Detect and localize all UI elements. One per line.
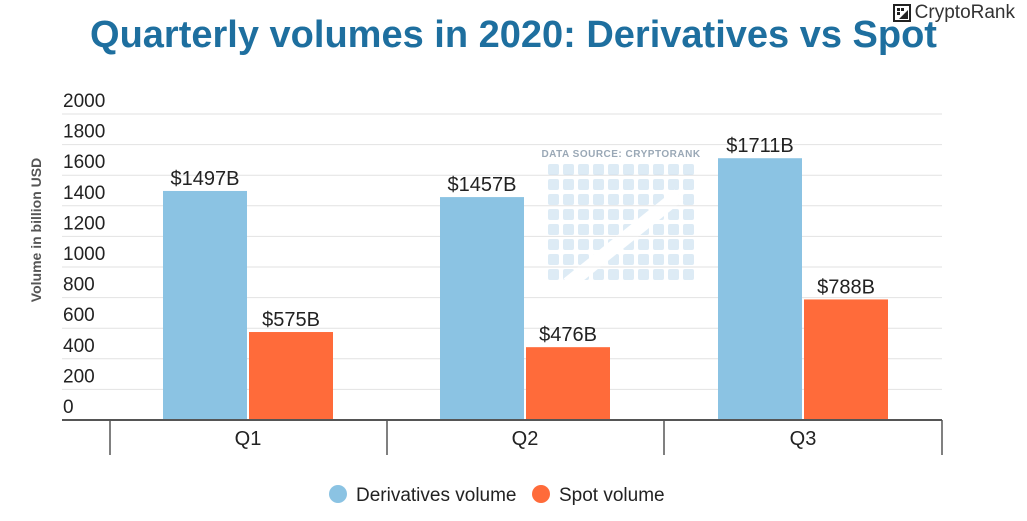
y-tick-label: 800 (63, 275, 95, 296)
legend-derivatives-label: Derivatives volume (356, 485, 517, 506)
y-tick-label: 1600 (63, 152, 105, 173)
y-tick-label: 2000 (63, 91, 105, 112)
x-tick-label: Q2 (512, 428, 539, 450)
spot-bar (804, 299, 888, 420)
x-tick-label: Q1 (235, 428, 262, 450)
brand: CryptoRank (892, 2, 1015, 24)
y-tick-label: 1400 (63, 183, 105, 204)
y-tick-label: 600 (63, 305, 95, 326)
y-tick-label: 200 (63, 366, 95, 387)
x-tick-label: Q3 (790, 428, 817, 450)
y-tick-label: 400 (63, 336, 95, 357)
legend-derivatives-swatch (329, 485, 347, 503)
derivatives-bar (718, 158, 802, 421)
chart-title: Quarterly volumes in 2020: Derivatives v… (90, 14, 937, 56)
y-tick-label: 1800 (63, 122, 105, 143)
bar-value-label: $476B (539, 324, 597, 346)
y-tick-label: 0 (63, 397, 74, 418)
cryptorank-watermark-logo (548, 164, 694, 290)
bar-value-label: $1711B (726, 135, 793, 157)
y-tick-label: 1000 (63, 244, 105, 265)
y-axis-title: Volume in billion USD (28, 158, 44, 302)
bar-value-label: $788B (817, 276, 875, 298)
derivatives-bar (440, 197, 524, 420)
watermark-text: DATA SOURCE: CRYPTORANK (541, 149, 700, 160)
bar-value-label: $1497B (171, 168, 240, 190)
spot-bar (249, 332, 333, 420)
bar-value-label: $1457B (448, 174, 517, 196)
spot-bar (526, 347, 610, 420)
legend-spot-swatch (532, 485, 550, 503)
cryptorank-logo-icon (892, 4, 911, 22)
brand-name: CryptoRank (914, 2, 1015, 23)
bar-value-label: $575B (262, 309, 320, 331)
derivatives-bar (163, 190, 247, 420)
y-tick-label: 1200 (63, 213, 105, 234)
legend-spot-label: Spot volume (559, 485, 665, 506)
